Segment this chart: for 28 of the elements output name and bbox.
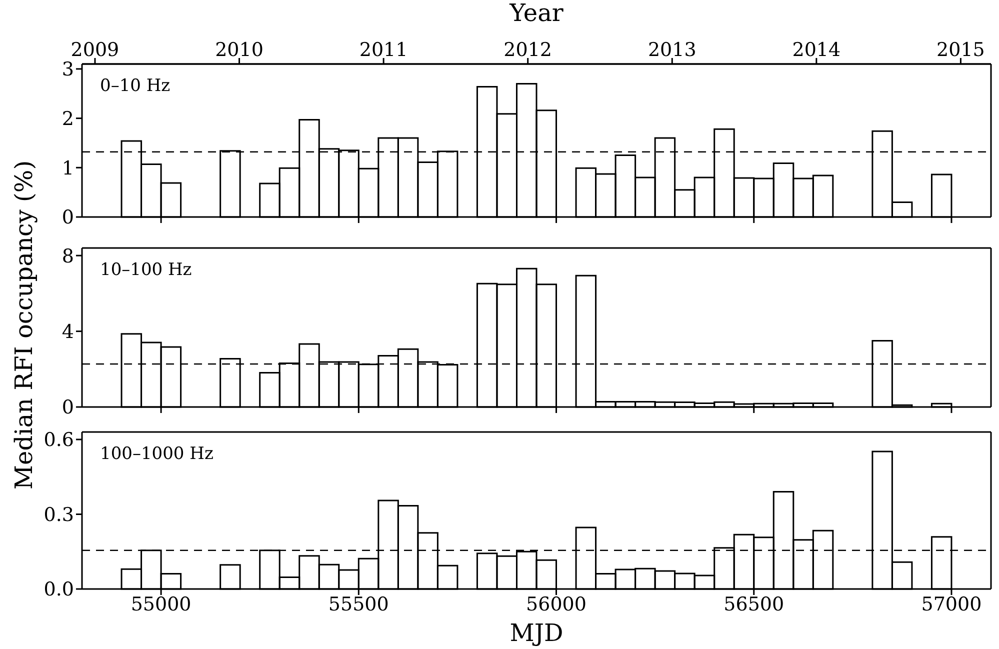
annotation: 100–1000 Hz xyxy=(100,444,214,464)
x-tick-label: 56500 xyxy=(724,593,784,616)
y-tick-label: 1 xyxy=(62,157,74,180)
x2-tick-label: 2015 xyxy=(936,39,985,61)
annotation: 0–10 Hz xyxy=(100,76,170,96)
annotation: 10–100 Hz xyxy=(100,260,192,280)
x-tick-label: 56000 xyxy=(526,593,586,616)
y-tick-label: 0 xyxy=(62,206,74,229)
y-tick-label: 3 xyxy=(62,58,74,81)
y-tick-label: 0.3 xyxy=(44,504,74,526)
y-tick-label: 0.6 xyxy=(44,429,74,452)
x2-tick-label: 2010 xyxy=(215,39,264,61)
y-tick-label: 4 xyxy=(62,321,74,344)
x2-tick-label: 2011 xyxy=(359,39,408,61)
y-tick-label: 8 xyxy=(62,245,74,268)
y-tick-label: 2 xyxy=(62,108,74,130)
x-axis-title: MJD xyxy=(510,619,564,647)
y-tick-label: 0 xyxy=(62,396,74,419)
x2-axis-title: Year xyxy=(508,0,564,28)
x2-tick-label: 2013 xyxy=(648,39,696,61)
y-axis-title: Median RFI occupancy (%) xyxy=(10,160,38,490)
x-tick-label: 55500 xyxy=(328,593,389,616)
y-tick-label: 0.0 xyxy=(44,578,74,601)
x-tick-label: 57000 xyxy=(921,593,982,616)
x2-tick-label: 2014 xyxy=(792,39,841,61)
x2-tick-label: 2012 xyxy=(504,39,552,61)
x-tick-label: 55000 xyxy=(130,593,192,616)
x2-tick-label: 2009 xyxy=(70,39,120,61)
